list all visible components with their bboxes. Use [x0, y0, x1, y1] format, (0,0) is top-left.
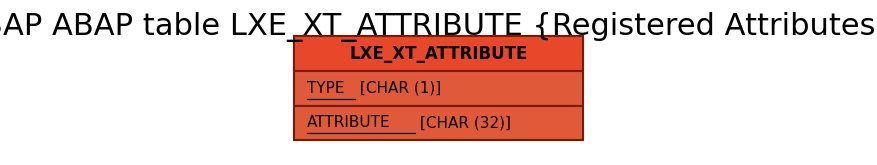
Text: ATTRIBUTE [CHAR (32)]: ATTRIBUTE [CHAR (32)] [307, 115, 487, 130]
Text: [CHAR (32)]: [CHAR (32)] [415, 115, 511, 130]
Text: LXE_XT_ATTRIBUTE: LXE_XT_ATTRIBUTE [349, 45, 528, 63]
Text: [CHAR (1)]: [CHAR (1)] [355, 81, 442, 96]
Text: ATTRIBUTE: ATTRIBUTE [307, 115, 390, 130]
Text: TYPE: TYPE [307, 81, 345, 96]
Bar [294, 106, 583, 140]
Text: ATTRIBUTE: ATTRIBUTE [307, 115, 390, 130]
Text: TYPE [CHAR (1)]: TYPE [CHAR (1)] [307, 81, 431, 96]
Text: TYPE: TYPE [307, 81, 345, 96]
Bar [294, 36, 583, 71]
Bar [294, 71, 583, 106]
Text: SAP ABAP table LXE_XT_ATTRIBUTE {Registered Attributes}: SAP ABAP table LXE_XT_ATTRIBUTE {Registe… [0, 12, 877, 42]
